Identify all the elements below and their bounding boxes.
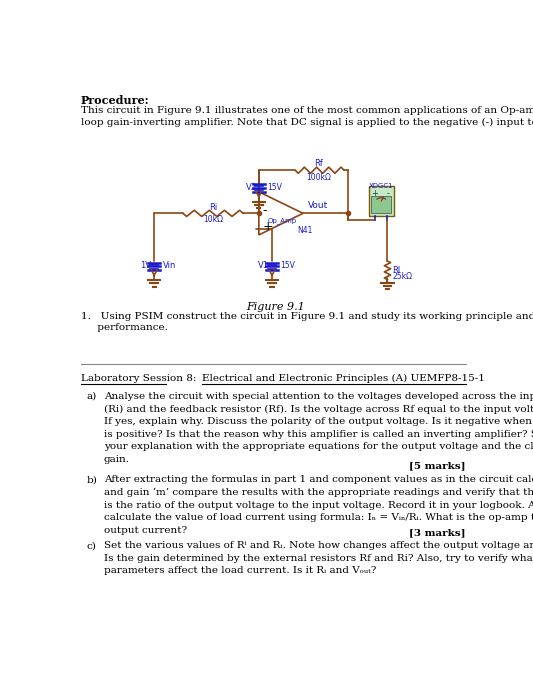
Text: V2: V2 [246,183,257,192]
Text: +: + [263,220,273,233]
Text: 15V: 15V [280,261,295,270]
Text: Laboratory Session 8:: Laboratory Session 8: [80,374,196,384]
Text: Ri: Ri [209,202,217,211]
Text: 1V: 1V [140,261,151,270]
Text: Electrical and Electronic Principles (A) UEMFP8-15-1: Electrical and Electronic Principles (A)… [202,374,485,384]
Text: Set the various values of Rⁱ and Rᵢ. Note how changes affect the output voltage : Set the various values of Rⁱ and Rᵢ. Not… [104,541,533,575]
Text: This circuit in Figure 9.1 illustrates one of the most common applications of an: This circuit in Figure 9.1 illustrates o… [80,106,533,127]
Text: 1.   Using PSIM construct the circuit in Figure 9.1 and study its working princi: 1. Using PSIM construct the circuit in F… [80,312,533,321]
Text: 15V: 15V [268,183,282,192]
Text: 25kΩ: 25kΩ [392,272,412,281]
Text: Procedure:: Procedure: [80,94,149,106]
Text: +: + [371,189,378,198]
Text: a): a) [87,392,97,401]
Text: -: - [387,189,390,198]
Text: [5 marks]: [5 marks] [409,461,466,470]
Text: XDGC1: XDGC1 [369,183,393,188]
Bar [369,186,394,216]
Text: After extracting the formulas in part 1 and component values as in the circuit c: After extracting the formulas in part 1 … [104,475,533,535]
Text: V1: V1 [258,261,269,270]
Bar [371,195,391,213]
Text: Rf: Rf [314,160,323,169]
Text: performance.: performance. [80,323,167,332]
Text: b): b) [87,475,98,484]
Text: -: - [263,204,267,217]
Text: Figure 9.1: Figure 9.1 [246,302,305,312]
Text: Vin: Vin [163,261,176,270]
Text: [3 marks]: [3 marks] [409,528,466,538]
Text: 100kΩ: 100kΩ [306,173,331,181]
Text: Analyse the circuit with special attention to the voltages developed across the : Analyse the circuit with special attenti… [104,392,533,463]
Text: 10kΩ: 10kΩ [203,215,223,224]
Text: N41: N41 [297,225,312,234]
Text: Rl: Rl [392,266,400,275]
Text: Vout: Vout [308,201,328,210]
Text: c): c) [87,541,96,550]
Text: Op_Amp: Op_Amp [268,217,297,224]
